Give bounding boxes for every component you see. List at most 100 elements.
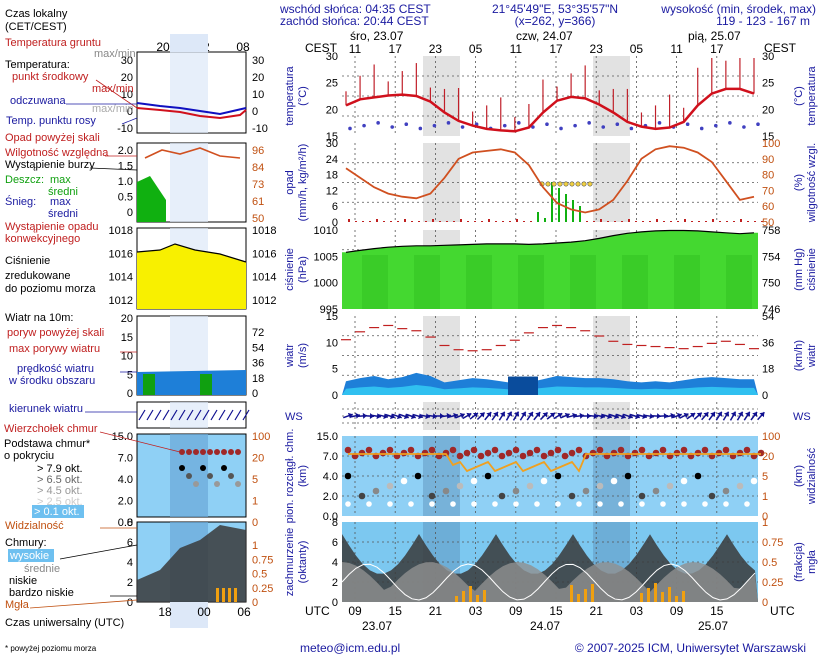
ltick-pressure-2: 1000 bbox=[314, 278, 338, 290]
footer-email[interactable]: meteo@icm.edu.pl bbox=[300, 641, 400, 655]
cloud-base-low-dot bbox=[408, 501, 414, 507]
panel-pressure: ciśnienie (hPa) (mm Hg) ciśnienie1010100510… bbox=[284, 225, 818, 316]
legend-max-gust: max porywy wiatru bbox=[9, 343, 100, 355]
ltick-wind-3: 0 bbox=[332, 390, 338, 402]
rain-bar bbox=[719, 221, 721, 222]
wind-arrow bbox=[616, 413, 626, 420]
mini-cloud-l-4: 0.0 bbox=[118, 517, 133, 529]
ltick-precip-0: 30 bbox=[326, 138, 338, 150]
wind-arrow bbox=[469, 412, 479, 420]
storm-marker bbox=[563, 181, 569, 187]
ltick-precip-3: 12 bbox=[326, 185, 338, 197]
wind-arrow bbox=[750, 411, 758, 421]
cloud-base-low-dot bbox=[618, 501, 624, 507]
wind-arrow bbox=[377, 413, 389, 420]
top-day-1: śro, 23.07 bbox=[350, 29, 404, 43]
panel-temp: temperatura (°C) (°C) temperatura3025201530… bbox=[284, 51, 818, 143]
fog-bar bbox=[640, 593, 643, 602]
wind-arrow-head bbox=[376, 413, 381, 420]
wind-arrow-head bbox=[710, 412, 716, 418]
mini-temp-r-4: -10 bbox=[252, 123, 268, 135]
ltick-precip-1: 24 bbox=[326, 154, 338, 166]
mini-cloud-l-3: 2.0 bbox=[118, 496, 133, 508]
wind-arrow bbox=[505, 411, 513, 421]
wind-arrow-head bbox=[459, 412, 465, 419]
legend-visibility: Widzialność bbox=[5, 520, 64, 532]
mini-pressure-line bbox=[136, 243, 247, 263]
mini-press-l-3: 1012 bbox=[109, 295, 133, 307]
dew-point bbox=[559, 126, 563, 131]
rain-bar bbox=[404, 219, 406, 222]
mini-temp-l-3: 0 bbox=[127, 106, 133, 118]
cloud-base-low-dot bbox=[345, 501, 351, 507]
cloud-tip-dot bbox=[715, 449, 723, 457]
rain-bar bbox=[495, 221, 497, 222]
legend-mid-clouds: średnie bbox=[24, 563, 60, 575]
mini-fog-bar bbox=[234, 588, 237, 602]
wind-arrow-head bbox=[642, 413, 647, 420]
cloud-base-low-dot bbox=[534, 501, 540, 507]
yrlabel-temp: (°C) bbox=[793, 86, 805, 106]
rain-bar bbox=[572, 200, 574, 222]
rtick-cover-1: 0.75 bbox=[762, 537, 783, 549]
fog-bar bbox=[675, 596, 678, 602]
wind-arrow-head bbox=[564, 412, 570, 419]
fog-bar bbox=[661, 592, 664, 602]
mini-wind-arrow bbox=[170, 409, 178, 421]
wind-arrow-head bbox=[613, 413, 619, 420]
legend-clouds: Chmury: bbox=[5, 537, 47, 549]
top-hour-4: 11 bbox=[510, 42, 523, 56]
mini-night-band bbox=[170, 402, 208, 428]
mini-temp-r-2: 10 bbox=[252, 89, 264, 101]
rain-bar bbox=[670, 221, 672, 222]
top-day-2: czw, 24.07 bbox=[516, 29, 573, 43]
cloud-tip-dot bbox=[379, 449, 387, 457]
mini-cloud-tip-dot bbox=[214, 449, 220, 455]
dew-point bbox=[390, 125, 395, 129]
fog-bar bbox=[682, 591, 685, 602]
wind-arrow-head bbox=[479, 412, 485, 418]
elevation-values: 119 - 123 - 167 m bbox=[716, 14, 810, 28]
wind-arrow bbox=[736, 411, 744, 421]
temp-line bbox=[345, 87, 755, 133]
mini-wind-arrow bbox=[218, 409, 226, 421]
cloud-tip-dot bbox=[512, 446, 520, 454]
ylabel-wind: wiatr bbox=[284, 344, 296, 369]
wind-arrow bbox=[623, 413, 633, 420]
mini-bottom-hour-1: 00 bbox=[197, 605, 211, 619]
pressure-shade bbox=[362, 255, 388, 309]
dew-point bbox=[348, 126, 352, 131]
rain-bar bbox=[523, 221, 525, 222]
mini-cloud-tip-dot bbox=[207, 449, 213, 455]
wind-arrow bbox=[672, 412, 682, 419]
ltick-temp-3: 15 bbox=[326, 131, 338, 143]
wind-arrow bbox=[560, 412, 570, 419]
coords-text: 21°45'49"E, 53°35'57"N bbox=[492, 2, 618, 16]
rain-bar bbox=[558, 188, 560, 222]
footer-copyright: © 2007-2025 ICM, Uniwersytet Warszawski bbox=[575, 641, 806, 655]
top-hour-3: 05 bbox=[469, 42, 483, 56]
legend-connector bbox=[95, 79, 138, 109]
legend-humidity-label: Wilgotność względna bbox=[5, 147, 109, 159]
cloud-base-dot bbox=[666, 482, 674, 490]
cloud-tip-dot bbox=[694, 449, 702, 457]
ltick-temp-1: 25 bbox=[326, 78, 338, 90]
wind-arrow-head bbox=[737, 411, 744, 417]
cloud-base-low-dot bbox=[639, 501, 645, 507]
yrlabel-cover: (frakcja) bbox=[793, 542, 805, 582]
wind-arrow-head bbox=[513, 411, 520, 417]
wind-arrow bbox=[498, 411, 506, 421]
mini-wind-arrow bbox=[138, 409, 146, 421]
ylabel2-pressure: (hPa) bbox=[297, 256, 309, 283]
mini-precip-l-2: 1.0 bbox=[118, 176, 133, 188]
mini-temp-r-3: 0 bbox=[252, 106, 258, 118]
cloud-base-dot bbox=[442, 487, 450, 495]
dew-point bbox=[728, 121, 732, 125]
cloud-base-dot bbox=[400, 477, 408, 485]
legend-low-clouds: niskie bbox=[9, 575, 37, 587]
sunrise-text: wschód słońca: 04:35 CEST bbox=[279, 2, 431, 16]
mini-cloud-tip-dot bbox=[235, 449, 241, 455]
mini-cloud-r-0: 100 bbox=[252, 431, 270, 443]
wind-arrow bbox=[693, 412, 703, 420]
dew-point bbox=[756, 122, 760, 127]
